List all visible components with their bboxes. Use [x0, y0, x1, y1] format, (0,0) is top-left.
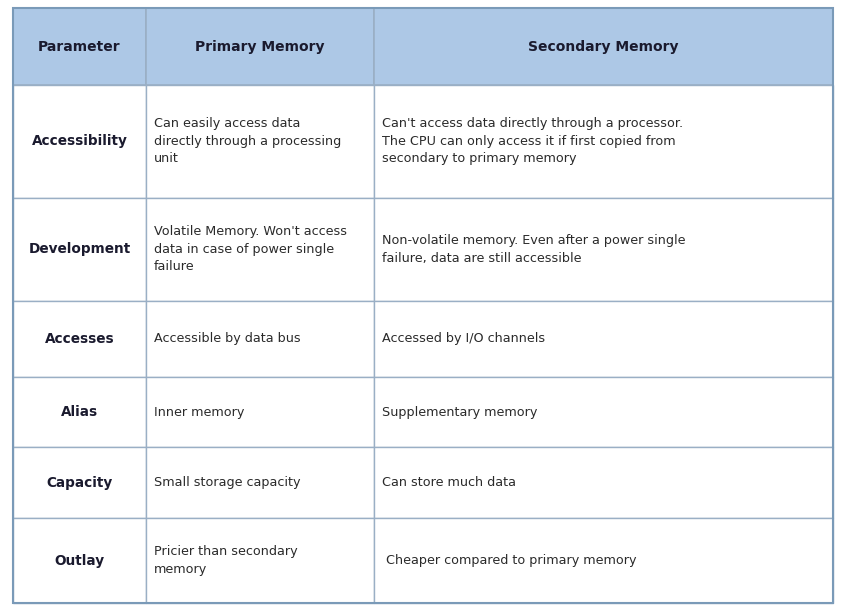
Text: Parameter: Parameter [38, 40, 121, 54]
Text: Small storage capacity: Small storage capacity [154, 476, 300, 489]
Bar [13, 197, 146, 301]
Bar [146, 377, 374, 447]
Text: Can store much data: Can store much data [382, 476, 516, 489]
Text: Inner memory: Inner memory [154, 406, 244, 419]
Bar [146, 197, 374, 301]
Bar [146, 8, 374, 85]
Text: Pricier than secondary
memory: Pricier than secondary memory [154, 545, 298, 576]
Text: Development: Development [28, 243, 130, 256]
Bar [374, 85, 833, 197]
Bar [146, 447, 374, 518]
Text: Accessed by I/O channels: Accessed by I/O channels [382, 332, 545, 345]
Bar [146, 518, 374, 603]
Bar [374, 301, 833, 377]
Text: Accessible by data bus: Accessible by data bus [154, 332, 300, 345]
Bar [374, 8, 833, 85]
Bar [374, 447, 833, 518]
Bar [374, 518, 833, 603]
Bar [13, 85, 146, 197]
Text: Accesses: Accesses [45, 332, 114, 346]
Bar [13, 301, 146, 377]
Bar [13, 518, 146, 603]
Text: Primary Memory: Primary Memory [195, 40, 325, 54]
Text: Can easily access data
directly through a processing
unit: Can easily access data directly through … [154, 117, 341, 166]
Bar [13, 447, 146, 518]
Bar [146, 301, 374, 377]
Bar [374, 377, 833, 447]
Text: Outlay: Outlay [54, 554, 105, 568]
Text: Volatile Memory. Won't access
data in case of power single
failure: Volatile Memory. Won't access data in ca… [154, 225, 347, 273]
Text: Can't access data directly through a processor.
The CPU can only access it if fi: Can't access data directly through a pro… [382, 117, 683, 166]
Bar [374, 197, 833, 301]
Text: Supplementary memory: Supplementary memory [382, 406, 537, 419]
Bar [13, 8, 146, 85]
Text: Secondary Memory: Secondary Memory [528, 40, 678, 54]
Bar [146, 85, 374, 197]
Text: Capacity: Capacity [47, 476, 113, 489]
Text: Accessibility: Accessibility [31, 134, 128, 148]
Bar [13, 377, 146, 447]
Text: Alias: Alias [61, 405, 98, 419]
Text: Cheaper compared to primary memory: Cheaper compared to primary memory [382, 554, 636, 567]
Text: Non-volatile memory. Even after a power single
failure, data are still accessibl: Non-volatile memory. Even after a power … [382, 234, 685, 265]
